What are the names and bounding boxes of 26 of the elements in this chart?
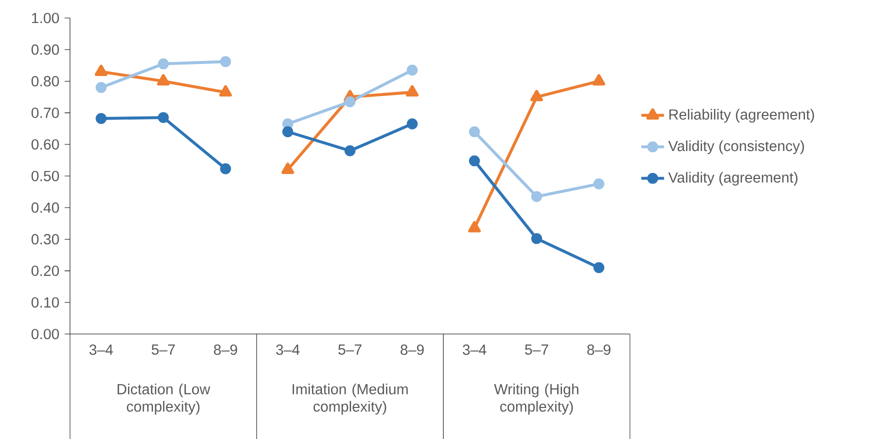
- y-tick-label: 0.40: [32, 202, 59, 213]
- y-tick-label: 0.20: [32, 266, 59, 276]
- y-tick-label: 0.00: [32, 328, 59, 340]
- x-tick-label: 8–9: [400, 344, 424, 355]
- text: Dictation (Low complexity): [118, 384, 210, 415]
- legend-label: Reliability (agreement): [669, 108, 814, 123]
- x-tick-label: 8–9: [214, 344, 238, 355]
- x-tick-label: 8–9: [587, 344, 610, 355]
- x-tick-label: 5–7: [338, 344, 362, 355]
- text: Imitation (Medium complexity): [292, 384, 408, 415]
- y-tick-label: 0.70: [32, 108, 59, 118]
- y-tick-label: 0.10: [32, 297, 59, 308]
- x-tick-label: 5–7: [525, 344, 548, 355]
- y-tick-label: 0.90: [32, 44, 59, 55]
- text: Writing (High complexity): [494, 384, 578, 415]
- legend-label: Validity (agreement): [668, 172, 798, 186]
- y-tick-label: 0.50: [32, 170, 59, 182]
- y-tick-label: 0.80: [32, 76, 59, 86]
- x-tick-label: 3–4: [276, 344, 300, 355]
- y-tick-label: 0.60: [32, 139, 59, 150]
- x-tick-label: 5–7: [152, 344, 175, 355]
- y-tick-label: 1.00: [32, 12, 59, 24]
- x-tick-label: 3–4: [462, 344, 486, 355]
- x-tick-label: 3–4: [89, 344, 113, 355]
- y-tick-label: 0.30: [32, 234, 59, 244]
- legend-label: Validity (consistency): [668, 140, 804, 154]
